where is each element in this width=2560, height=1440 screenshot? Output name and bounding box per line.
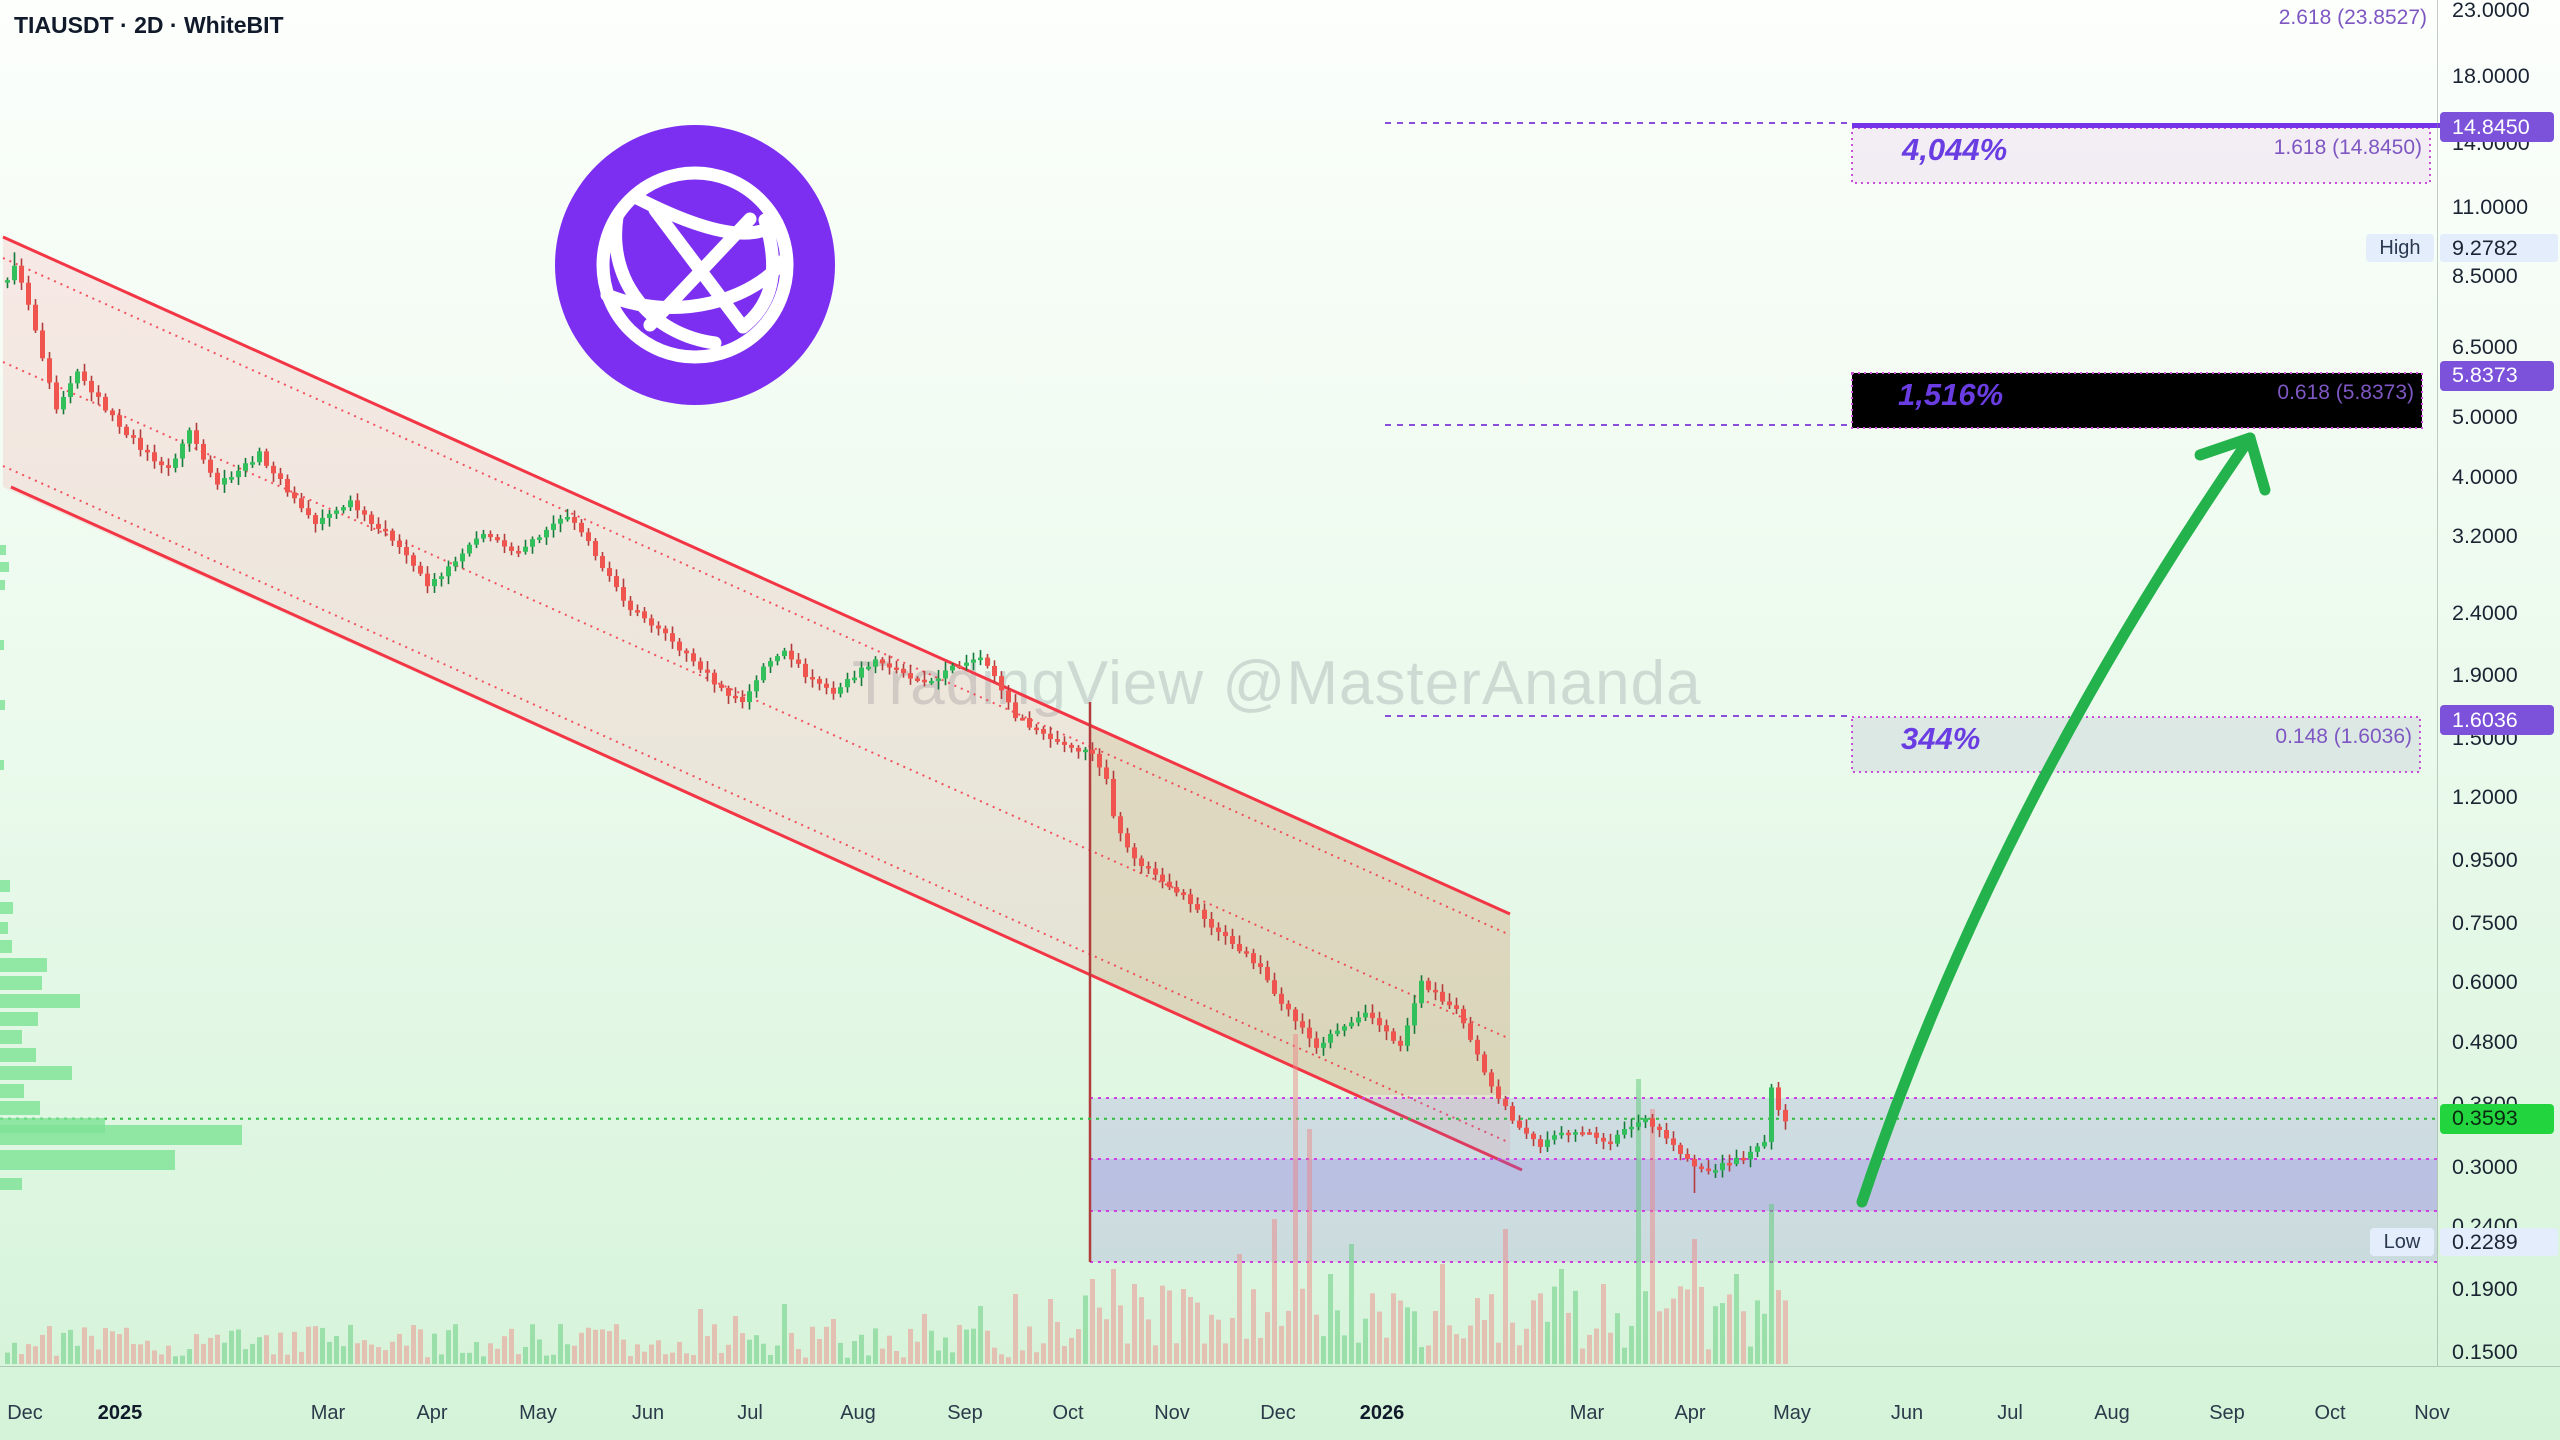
volume-profile-bar-9	[0, 940, 12, 953]
volume-profile-bar-23	[0, 1178, 22, 1190]
time-label-Dec: Dec	[7, 1402, 43, 1424]
volume-profile-bar-6	[0, 880, 10, 892]
price-tick-6.5000: 6.5000	[2452, 335, 2518, 360]
time-label-Aug: Aug	[2094, 1402, 2130, 1424]
time-label-Oct: Oct	[2314, 1402, 2346, 1424]
volume-profile-bar-11	[0, 976, 42, 990]
celestia-logo	[553, 123, 837, 407]
price-badge-5.8373: 5.8373	[2440, 360, 2554, 391]
volume-profile-bar-21	[0, 1125, 242, 1145]
channel-line-4	[10, 485, 1523, 1172]
price-tick-4.0000: 4.0000	[2452, 464, 2518, 489]
time-label-Apr: Apr	[1674, 1402, 1706, 1424]
symbol-title[interactable]: TIAUSDT · 2D · WhiteBIT	[14, 12, 284, 38]
volume-profile-bar-22	[0, 1150, 175, 1170]
time-label-Jul: Jul	[737, 1402, 763, 1424]
volume-profile-bar-4	[0, 700, 5, 710]
volume-profile-bar-17	[0, 1084, 24, 1098]
time-label-Mar: Mar	[1569, 1402, 1605, 1424]
price-tick-0.1500: 0.1500	[2452, 1339, 2518, 1364]
price-axis-border	[2437, 0, 2438, 1366]
time-label-May: May	[1773, 1402, 1811, 1424]
fib-pct-label-1[interactable]: 1,516%	[1898, 377, 2004, 412]
fib-level-2618-text[interactable]: 2.618 (23.8527)	[2278, 6, 2427, 29]
volume-profile-bar-18	[0, 1101, 40, 1115]
price-tick-8.5000: 8.5000	[2452, 263, 2518, 288]
high-price-label: 9.2782	[2440, 234, 2558, 262]
channel-line-1	[2, 257, 1511, 936]
price-tick-5.0000: 5.0000	[2452, 405, 2518, 430]
fib-level-text-1[interactable]: 0.618 (5.8373)	[2277, 381, 2414, 404]
volume-profile-bar-5	[0, 760, 4, 770]
fib-box-2	[1851, 716, 2421, 773]
price-badge-0.3593: 0.3593	[2440, 1103, 2554, 1134]
support-zone-band-1	[1090, 1159, 2437, 1211]
channel-line-3	[2, 465, 1511, 1144]
volume-profile-bar-8	[0, 922, 8, 934]
volume-profile-bar-3	[0, 640, 4, 650]
fib-pct-label-2[interactable]: 344%	[1901, 721, 1981, 756]
channel-line-0	[2, 235, 1511, 916]
support-zone-band-2	[1090, 1211, 2437, 1262]
price-tick-2.4000: 2.4000	[2452, 600, 2518, 625]
time-label-Dec: Dec	[1260, 1402, 1296, 1424]
time-label-Jun: Jun	[1890, 1402, 1924, 1424]
price-tick-0.1900: 0.1900	[2452, 1276, 2518, 1301]
time-label-Jun: Jun	[631, 1402, 665, 1424]
time-label-Mar: Mar	[310, 1402, 346, 1424]
price-tick-0.9500: 0.9500	[2452, 847, 2518, 872]
fib-pct-label-0[interactable]: 4,044%	[1902, 132, 2008, 167]
price-tick-11.0000: 11.0000	[2452, 194, 2529, 219]
fib-retracement-shade	[1090, 726, 1510, 1095]
time-label-Oct: Oct	[1052, 1402, 1084, 1424]
fib-box-1	[1851, 372, 2423, 429]
support-zone-band-0	[1090, 1098, 2437, 1159]
time-label-Nov: Nov	[2414, 1402, 2450, 1424]
high-chip: High	[2366, 234, 2434, 262]
volume-profile-bar-0	[0, 545, 6, 555]
volume-profile-bar-10	[0, 958, 47, 972]
time-axis-border	[0, 1366, 2560, 1367]
time-label-2026: 2026	[1359, 1402, 1405, 1424]
price-tick-1.2000: 1.2000	[2452, 785, 2518, 810]
projection-arrow[interactable]	[1856, 432, 2271, 1208]
volume-profile-bar-15	[0, 1048, 36, 1062]
price-tick-3.2000: 3.2000	[2452, 524, 2518, 549]
channel-line-2	[2, 361, 1511, 1040]
volume-profile-bar-1	[0, 562, 9, 572]
time-label-2025: 2025	[97, 1402, 143, 1424]
time-label-Sep: Sep	[947, 1402, 983, 1424]
time-label-Sep: Sep	[2209, 1402, 2245, 1424]
time-label-May: May	[519, 1402, 557, 1424]
price-badge-14.8450: 14.8450	[2440, 112, 2554, 143]
price-tick-23.0000: 23.0000	[2452, 0, 2530, 23]
volume-profile-bar-12	[0, 994, 80, 1008]
price-tick-0.4800: 0.4800	[2452, 1029, 2518, 1054]
candlesticks	[5, 252, 1788, 1193]
low-price-label: 0.2289	[2440, 1228, 2558, 1256]
volume-profile-bar-14	[0, 1030, 22, 1044]
volume-profile-bar-7	[0, 902, 13, 914]
price-tick-0.3000: 0.3000	[2452, 1154, 2518, 1179]
fib-level-text-0[interactable]: 1.618 (14.8450)	[2273, 136, 2422, 159]
time-label-Apr: Apr	[416, 1402, 448, 1424]
volume-profile-bar-2	[0, 580, 5, 590]
price-tick-0.6000: 0.6000	[2452, 970, 2518, 995]
price-tick-1.9000: 1.9000	[2452, 662, 2518, 687]
time-label-Nov: Nov	[1154, 1402, 1190, 1424]
volume-profile-bar-13	[0, 1012, 38, 1026]
time-label-Jul: Jul	[1997, 1402, 2023, 1424]
volume-histogram	[5, 1034, 1788, 1364]
fib-level-text-2[interactable]: 0.148 (1.6036)	[2275, 725, 2412, 748]
volume-profile-bar-16	[0, 1066, 72, 1080]
price-badge-1.6036: 1.6036	[2440, 705, 2554, 736]
low-chip: Low	[2370, 1228, 2434, 1256]
time-label-Aug: Aug	[840, 1402, 876, 1424]
price-tick-18.0000: 18.0000	[2452, 63, 2530, 88]
price-tick-0.7500: 0.7500	[2452, 910, 2518, 935]
